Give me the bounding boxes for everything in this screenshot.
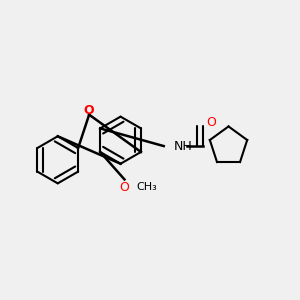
Text: O: O — [84, 104, 94, 117]
Text: CH₃: CH₃ — [136, 182, 157, 192]
Text: O: O — [119, 181, 129, 194]
Text: NH: NH — [174, 140, 192, 153]
Text: O: O — [206, 116, 216, 129]
